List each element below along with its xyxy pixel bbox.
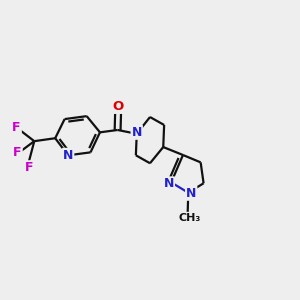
- Text: O: O: [112, 100, 124, 113]
- Text: N: N: [186, 187, 196, 200]
- Text: F: F: [12, 121, 21, 134]
- Text: N: N: [164, 177, 174, 190]
- Text: F: F: [25, 161, 34, 174]
- Text: N: N: [132, 126, 142, 139]
- Text: N: N: [63, 149, 73, 162]
- Text: F: F: [13, 146, 22, 159]
- Text: CH₃: CH₃: [178, 213, 200, 223]
